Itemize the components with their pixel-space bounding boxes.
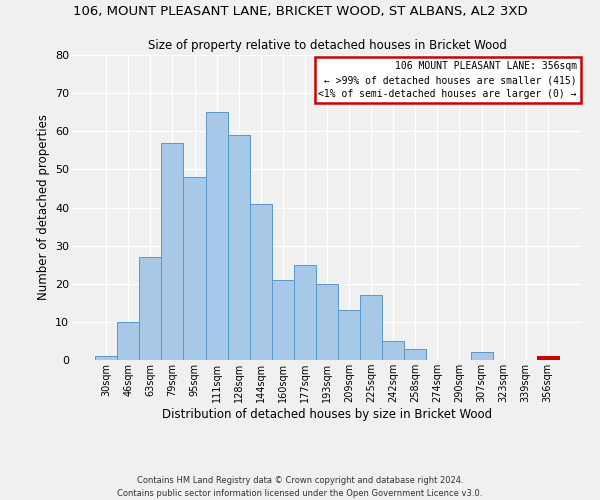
Text: 106 MOUNT PLEASANT LANE: 356sqm
← >99% of detached houses are smaller (415)
<1% : 106 MOUNT PLEASANT LANE: 356sqm ← >99% o… [319,61,577,99]
Text: 106, MOUNT PLEASANT LANE, BRICKET WOOD, ST ALBANS, AL2 3XD: 106, MOUNT PLEASANT LANE, BRICKET WOOD, … [73,5,527,18]
Bar [206,112,227,360]
Bar [294,264,316,360]
Bar [316,284,338,360]
Bar [470,352,493,360]
Bar [250,204,272,360]
Title: Size of property relative to detached houses in Bricket Wood: Size of property relative to detached ho… [148,40,506,52]
Bar [338,310,360,360]
Bar [404,348,427,360]
Bar [139,257,161,360]
Bar [360,295,382,360]
Bar [537,356,559,360]
Bar [161,142,184,360]
Bar [382,341,404,360]
Y-axis label: Number of detached properties: Number of detached properties [37,114,50,300]
X-axis label: Distribution of detached houses by size in Bricket Wood: Distribution of detached houses by size … [162,408,492,421]
Text: Contains HM Land Registry data © Crown copyright and database right 2024.
Contai: Contains HM Land Registry data © Crown c… [118,476,482,498]
Bar [95,356,117,360]
Bar [117,322,139,360]
Bar [272,280,294,360]
Bar [184,177,206,360]
Bar [227,135,250,360]
